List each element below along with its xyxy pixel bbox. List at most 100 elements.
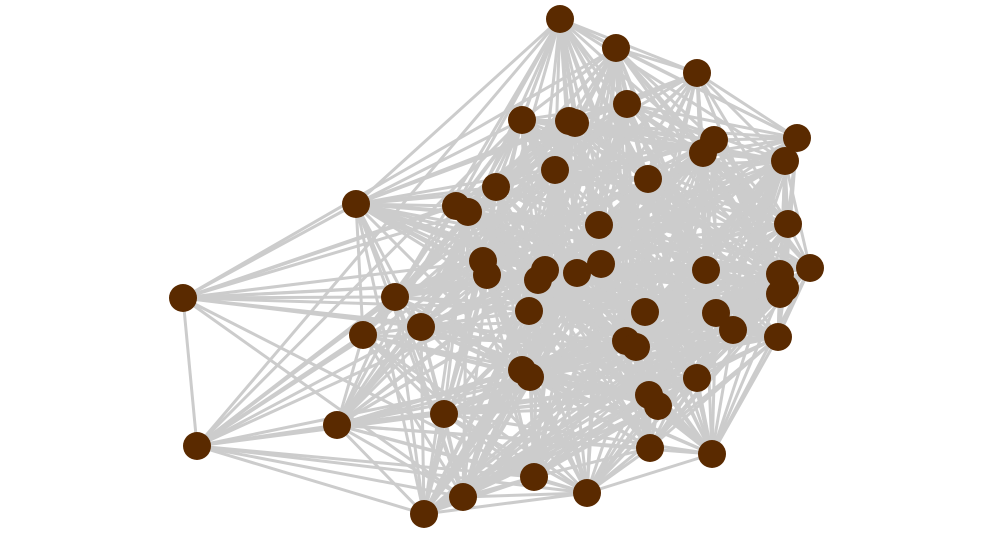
edge [644,272,781,314]
edge [196,444,535,479]
node [407,313,435,341]
edge [443,404,659,416]
edge [196,444,464,499]
edge [355,118,523,206]
edge [574,121,649,181]
node [587,250,615,278]
edge [586,452,713,495]
edge [710,312,718,455]
edge [626,102,798,140]
node [410,500,438,528]
edge [335,334,365,426]
edge [394,295,717,315]
node [381,283,409,311]
edge [585,405,660,494]
edge [598,222,789,227]
node [508,106,536,134]
node [631,298,659,326]
edge [574,121,715,142]
edge [354,17,562,206]
edge [422,376,532,515]
node [430,400,458,428]
edge [196,333,364,448]
edge [196,423,338,448]
edge [443,412,535,479]
edge [443,412,713,456]
edge [196,444,425,516]
edge [196,444,588,495]
edge [443,412,588,495]
edge [615,46,698,75]
node [622,333,650,361]
edge [467,210,600,227]
edge [585,394,651,494]
node [563,259,591,287]
edge [394,259,484,299]
edge [585,376,699,495]
node [482,173,510,201]
node [683,59,711,87]
edge [196,325,422,448]
node [764,323,792,351]
edge [710,293,782,455]
node [692,256,720,284]
edge [419,326,426,515]
node [349,321,377,349]
node [449,483,477,511]
edge [528,309,717,315]
edge [554,159,786,172]
edge [419,211,470,328]
edge [554,168,649,181]
edge [710,329,735,455]
edge [362,333,637,349]
edge [393,296,426,515]
edge [648,335,779,397]
edge [196,375,531,448]
edge [461,369,524,498]
edge [420,311,717,329]
edge [710,336,780,455]
node [541,156,569,184]
node-layer [169,5,824,528]
edge [355,202,530,313]
edge [336,423,464,499]
edge [361,333,446,416]
node [602,34,630,62]
node [774,210,802,238]
edge [182,268,707,300]
edge [422,413,446,515]
edge [529,375,651,450]
edge [521,46,617,122]
edge [528,376,589,494]
node [689,139,717,167]
node [169,284,197,312]
edge [696,71,798,140]
node [573,479,601,507]
edge [393,205,458,298]
edge [336,376,698,427]
node [636,434,664,462]
edge [420,325,627,343]
node [524,266,552,294]
edge [355,121,576,206]
edge [462,491,588,499]
node [698,440,726,468]
edge [600,222,789,266]
node [516,363,544,391]
edge [455,121,576,208]
edge [533,404,659,479]
node [342,190,370,218]
node [585,211,613,239]
edge [355,185,497,206]
edge [335,296,397,426]
node [561,109,589,137]
node [783,124,811,152]
edge [422,211,470,515]
edge [529,375,698,380]
edge [422,369,524,515]
edge [559,17,786,163]
node [183,432,211,460]
node [644,392,672,420]
node [719,316,747,344]
